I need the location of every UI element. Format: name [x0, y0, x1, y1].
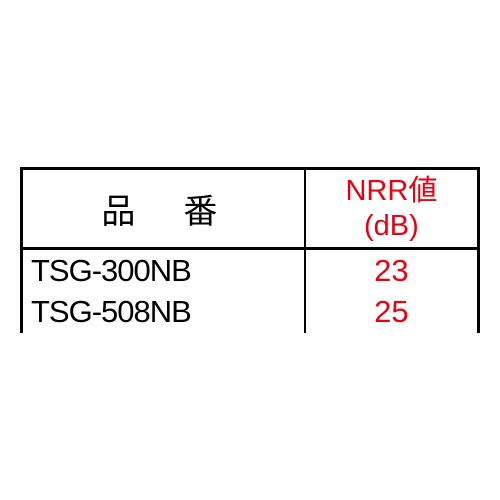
cell-nrr: 25 [305, 291, 479, 333]
header-product-label: 品番 [101, 193, 265, 231]
cell-product: TSG-508NB [22, 291, 305, 333]
table-row: TSG-300NB 23 [22, 249, 479, 291]
nrr-table-container: 品番 NRR値 (dB) TSG-300NB 23 TSG-508NB 25 [20, 167, 480, 333]
cell-product: TSG-300NB [22, 249, 305, 291]
header-nrr-line1: NRR値 [345, 175, 437, 207]
header-nrr-line2: (dB) [364, 210, 419, 242]
table-header-row: 品番 NRR値 (dB) [22, 169, 479, 249]
cell-nrr: 23 [305, 249, 479, 291]
header-nrr: NRR値 (dB) [305, 169, 479, 249]
header-product: 品番 [22, 169, 305, 249]
table-row: TSG-508NB 25 [22, 291, 479, 333]
nrr-table: 品番 NRR値 (dB) TSG-300NB 23 TSG-508NB 25 [20, 167, 480, 333]
